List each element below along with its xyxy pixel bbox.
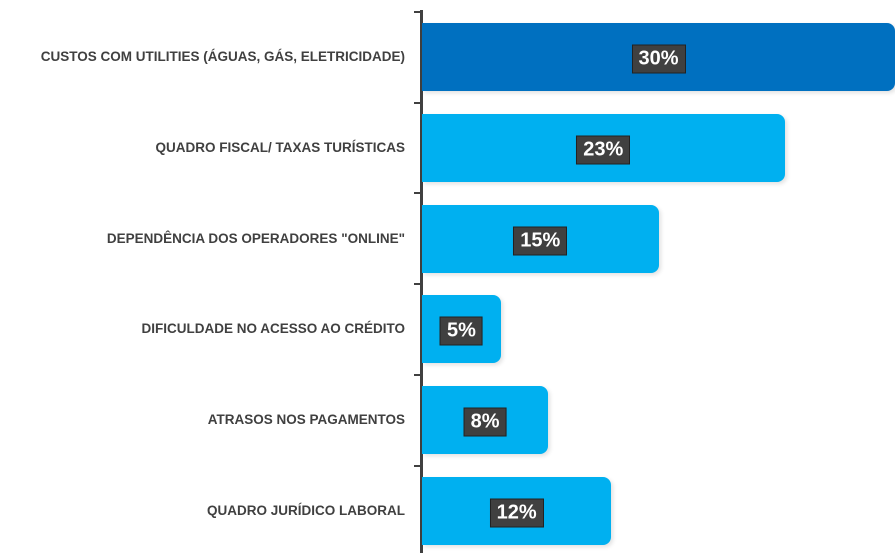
value-label: 5%	[439, 316, 483, 346]
category-text: DEPENDÊNCIA DOS OPERADORES "ONLINE"	[106, 230, 405, 246]
category-text: CUSTOS COM UTILITIES (ÁGUAS, GÁS, ELETRI…	[40, 49, 405, 65]
tick-mark	[414, 11, 421, 13]
tick-mark	[414, 283, 421, 286]
category-text: QUADRO JURÍDICO LABORAL	[207, 502, 405, 518]
category-label: CUSTOS COM UTILITIES (ÁGUAS, GÁS, ELETRI…	[0, 12, 405, 103]
value-label: 8%	[463, 407, 507, 437]
category-text: ATRASOS NOS PAGAMENTOS	[207, 412, 405, 428]
value-label: 30%	[631, 44, 686, 74]
value-label: 12%	[489, 498, 544, 528]
category-label: DIFICULDADE NO ACESSO AO CRÉDITO	[0, 284, 405, 375]
value-label: 15%	[513, 226, 568, 256]
category-axis	[420, 10, 423, 553]
tick-mark	[414, 464, 421, 467]
tick-mark	[414, 373, 421, 376]
value-label: 23%	[576, 135, 631, 165]
category-label: QUADRO JURÍDICO LABORAL	[0, 466, 405, 553]
tick-mark	[414, 192, 421, 195]
tick-mark	[414, 101, 421, 104]
category-label: QUADRO FISCAL/ TAXAS TURÍSTICAS	[0, 103, 406, 194]
category-text: DIFICULDADE NO ACESSO AO CRÉDITO	[141, 321, 405, 337]
category-label: ATRASOS NOS PAGAMENTOS	[0, 375, 405, 466]
category-label: DEPENDÊNCIA DOS OPERADORES "ONLINE"	[0, 193, 405, 284]
category-text: QUADRO FISCAL/ TAXAS TURÍSTICAS	[155, 140, 406, 156]
